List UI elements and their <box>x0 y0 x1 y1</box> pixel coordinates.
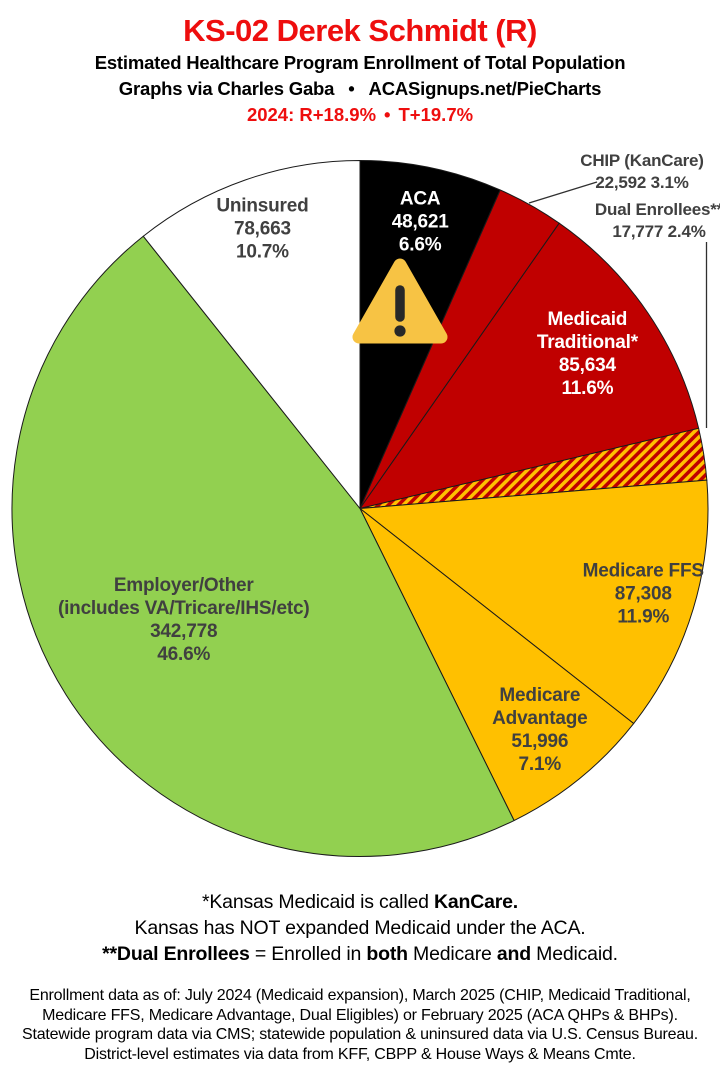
footnote-kancare: *Kansas Medicaid is called KanCare. <box>0 889 720 915</box>
footnote-text: and <box>496 943 531 965</box>
lean-t-value: T+19.7% <box>398 104 474 125</box>
footnote-text: *Kansas Medicaid is called <box>201 891 434 913</box>
leader-line-chip <box>528 181 598 204</box>
lean-r-value: 2024: R+18.9% <box>246 104 377 125</box>
footnote-expansion: Kansas has NOT expanded Medicaid under t… <box>0 915 720 941</box>
page-title: KS-02 Derek Schmidt (R) <box>183 13 537 48</box>
footnote-text: = Enrolled in <box>249 943 367 965</box>
header: KS-02 Derek Schmidt (R) Estimated Health… <box>0 12 720 127</box>
credit-site: ACASignups.net/PieCharts <box>368 78 602 99</box>
footnote-text: both <box>366 943 408 965</box>
bullet-separator: • <box>348 78 355 99</box>
source-line-1: Enrollment data as of: July 2024 (Medica… <box>29 987 691 1004</box>
source-line-4: District-level estimates via data from K… <box>84 1045 636 1063</box>
footnote-text: Kansas has NOT expanded Medicaid under t… <box>134 917 586 939</box>
footnotes: *Kansas Medicaid is called KanCare. Kans… <box>0 889 720 967</box>
source-line-3: Statewide program data via CMS; statewid… <box>21 1026 698 1043</box>
footnote-text: Medicare <box>407 943 497 965</box>
footnote-text: **Dual Enrollees <box>102 943 250 965</box>
pie-slice-medicaid-traditional <box>359 222 700 509</box>
footnote-text: Medicaid. <box>530 943 618 965</box>
credit-author: Graphs via Charles Gaba <box>118 78 335 99</box>
subtitle: Estimated Healthcare Program Enrollment … <box>94 52 626 73</box>
source-line-2: Medicare FFS, Medicare Advantage, Dual E… <box>42 1006 678 1024</box>
footnote-dual-enrollees: **Dual Enrollees = Enrolled in both Medi… <box>0 941 720 967</box>
warning-icon <box>352 258 448 344</box>
credit-line: Graphs via Charles Gaba • ACASignups.net/P… <box>0 76 720 102</box>
pie-slice-uninsured <box>142 160 361 509</box>
pie-slices <box>11 160 709 857</box>
bullet-separator: • <box>384 104 391 125</box>
source-block: Enrollment data as of: July 2024 (Medica… <box>0 986 720 1064</box>
footnote-text: KanCare. <box>433 891 518 913</box>
partisan-lean-line: 2024: R+18.9% • T+19.7% <box>0 102 720 127</box>
pie-slice-medicare-advantage <box>359 508 635 822</box>
pie-slice-employer-other <box>11 235 515 857</box>
pie-slice-medicare-ffs <box>359 479 709 725</box>
leader-lines <box>528 181 708 428</box>
